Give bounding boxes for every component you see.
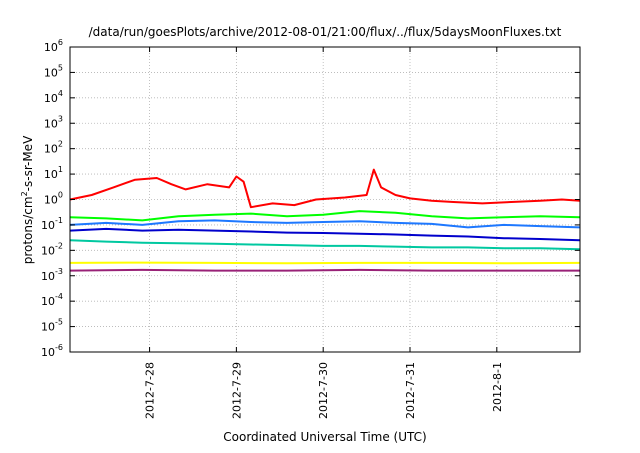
y-tick-exponent: -2 xyxy=(55,241,63,250)
y-tick-base: 10 xyxy=(41,321,55,334)
y-tick-base: 10 xyxy=(44,92,58,105)
y-tick-base: 10 xyxy=(41,219,55,232)
y-tick-label: 103 xyxy=(44,114,63,130)
y-tick-exponent: -5 xyxy=(55,318,63,327)
y-tick-label: 10-4 xyxy=(41,292,63,308)
y-tick-exponent: 4 xyxy=(58,89,63,98)
y-tick-label: 10-6 xyxy=(41,343,63,359)
y-tick-exponent: 3 xyxy=(58,114,63,123)
y-tick-exponent: 6 xyxy=(58,38,63,47)
y-tick-base: 10 xyxy=(41,295,55,308)
x-axis-label: Coordinated Universal Time (UTC) xyxy=(223,430,426,444)
y-axis-label-pre: protons/cm xyxy=(21,196,35,264)
y-tick-label: 100 xyxy=(44,191,63,207)
series-line-2 xyxy=(69,210,581,222)
series-line-6 xyxy=(69,261,581,265)
y-tick-label: 101 xyxy=(44,165,63,181)
y-tick-exponent: -3 xyxy=(55,267,63,276)
grid xyxy=(70,47,580,352)
y-axis-label-post: -s-sr-MeV xyxy=(21,135,35,191)
series-line-3 xyxy=(69,219,581,229)
y-tick-label: 10-5 xyxy=(41,318,63,334)
y-tick-base: 10 xyxy=(44,143,58,156)
y-tick-base: 10 xyxy=(41,346,55,359)
series-line-5 xyxy=(69,239,581,251)
chart-title: /data/run/goesPlots/archive/2012-08-01/2… xyxy=(89,25,562,39)
y-tick-exponent: 2 xyxy=(58,140,63,149)
y-axis-ticks: 10-610-510-410-310-210-11001011021031041… xyxy=(41,38,580,359)
y-tick-base: 10 xyxy=(41,270,55,283)
y-tick-label: 10-3 xyxy=(41,267,63,283)
x-axis-ticks: 2012-7-28 2012-7-29 2012-7-30 2012-7-31 2012… xyxy=(144,47,504,419)
y-tick-label: 102 xyxy=(44,140,63,156)
y-tick-label: 10-2 xyxy=(41,241,63,257)
y-tick-base: 10 xyxy=(44,168,58,181)
x-tick-label: 2012-7-31 xyxy=(404,362,417,419)
series-line-1 xyxy=(69,168,581,209)
y-tick-base: 10 xyxy=(44,117,58,130)
y-tick-exponent: 0 xyxy=(58,191,63,200)
y-tick-base: 10 xyxy=(44,194,58,207)
y-tick-label: 10-1 xyxy=(41,216,63,232)
y-tick-exponent: 1 xyxy=(58,165,63,174)
y-tick-label: 104 xyxy=(44,89,63,105)
y-tick-exponent: -6 xyxy=(55,343,63,352)
y-tick-exponent: 5 xyxy=(58,63,63,72)
y-tick-label: 105 xyxy=(44,63,63,79)
x-tick-label: 2012-7-29 xyxy=(230,362,243,419)
y-tick-base: 10 xyxy=(41,244,55,257)
y-axis-label: protons/cm2-s-sr-MeV xyxy=(20,135,35,264)
series-line-4 xyxy=(69,227,581,242)
series-group xyxy=(69,168,581,272)
y-tick-exponent: -1 xyxy=(55,216,63,225)
series-line-7 xyxy=(69,268,580,272)
x-tick-label: 2012-7-28 xyxy=(144,362,157,419)
x-tick-label: 2012-7-30 xyxy=(317,362,330,419)
y-axis-label-sup: 2 xyxy=(20,191,29,196)
y-tick-base: 10 xyxy=(44,41,58,54)
x-tick-label: 2012-8-1 xyxy=(491,362,504,412)
y-tick-label: 106 xyxy=(44,38,63,54)
y-tick-base: 10 xyxy=(44,66,58,79)
y-tick-exponent: -4 xyxy=(55,292,63,301)
